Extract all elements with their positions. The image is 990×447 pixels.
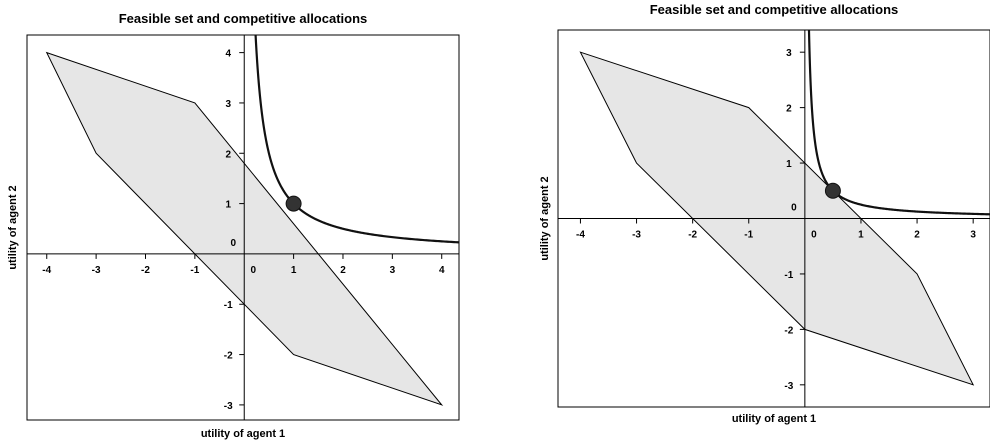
chart-panel-2: -4 -3 -2 -1 1 2 3 0 -3 -2 -1 1 2 3 0 Feasible set and c… bbox=[539, 2, 990, 425]
y-tick-label: 1 bbox=[786, 159, 792, 170]
x-tick-label: -2 bbox=[141, 265, 150, 276]
x-tick-label: -1 bbox=[744, 230, 753, 241]
x-tick-label: -3 bbox=[92, 265, 101, 276]
chart-panel-1: -4 -3 -2 -1 1 2 3 4 0 -3 -2 -1 1 2 3 4 0 Feasible set and… bbox=[7, 11, 460, 440]
x-tick-label: 1 bbox=[858, 230, 864, 241]
origin-label: 0 bbox=[791, 203, 797, 214]
y-tick-label: -1 bbox=[784, 270, 793, 281]
competitive-point bbox=[285, 195, 302, 212]
chart-title: Feasible set and competitive allocations bbox=[119, 11, 368, 26]
y-tick-label: -3 bbox=[784, 381, 793, 392]
x-tick-label: 0 bbox=[250, 265, 256, 276]
y-tick-label: 2 bbox=[225, 149, 231, 160]
x-tick-label: -1 bbox=[190, 265, 199, 276]
y-tick-label: 4 bbox=[225, 49, 231, 60]
origin-label: 0 bbox=[230, 238, 236, 249]
x-tick-label: 3 bbox=[390, 265, 396, 276]
x-axis-label: utility of agent 1 bbox=[732, 413, 816, 425]
y-axis-label: utility of agent 2 bbox=[539, 176, 551, 260]
y-tick-label: -1 bbox=[224, 300, 233, 311]
x-axis-label: utility of agent 1 bbox=[201, 428, 285, 440]
y-tick-label: 1 bbox=[225, 200, 231, 211]
y-tick-label: 2 bbox=[786, 104, 792, 115]
chart-title: Feasible set and competitive allocations bbox=[650, 2, 899, 17]
x-tick-label: -3 bbox=[632, 230, 641, 241]
x-tick-label: 3 bbox=[970, 230, 976, 241]
x-tick-label: 0 bbox=[811, 230, 817, 241]
y-tick-label: -2 bbox=[224, 351, 233, 362]
x-tick-label: 2 bbox=[914, 230, 920, 241]
x-tick-label: -2 bbox=[688, 230, 697, 241]
y-tick-label: 3 bbox=[786, 48, 792, 59]
x-tick-label: 4 bbox=[439, 265, 445, 276]
y-tick-label: -3 bbox=[224, 401, 233, 412]
x-tick-label: 1 bbox=[291, 265, 297, 276]
y-tick-label: 3 bbox=[225, 99, 231, 110]
x-tick-label: 2 bbox=[340, 265, 346, 276]
competitive-point bbox=[824, 182, 841, 199]
y-tick-label: -2 bbox=[784, 325, 793, 336]
x-tick-label: -4 bbox=[42, 265, 51, 276]
x-tick-label: -4 bbox=[576, 230, 585, 241]
y-axis-label: utility of agent 2 bbox=[7, 185, 19, 269]
